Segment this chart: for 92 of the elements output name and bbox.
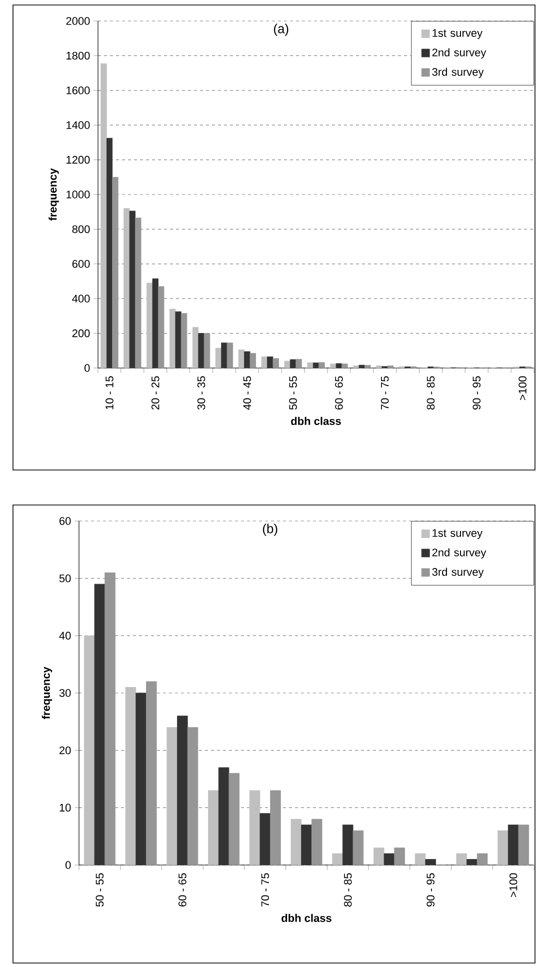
bar: [249, 790, 260, 865]
y-tick-label: 40: [59, 632, 71, 640]
bar: [498, 830, 508, 865]
bar: [106, 138, 113, 368]
bar: [332, 853, 343, 865]
y-tick-label: 20: [60, 746, 71, 754]
bar: [330, 364, 336, 368]
x-tick-label: 10 - 15: [106, 376, 114, 410]
y-tick-label: 1400: [66, 121, 90, 129]
bar: [290, 359, 296, 368]
legend-label: 1st survey: [432, 29, 482, 40]
legend-label: 2nd survey: [432, 548, 486, 559]
bar: [250, 353, 256, 368]
bar: [192, 327, 199, 368]
bar: [261, 356, 268, 368]
bar: [296, 358, 302, 368]
x-tick-label: 70 - 75: [380, 376, 389, 410]
bar: [267, 356, 274, 368]
x-tick-label: 30 - 35: [197, 376, 206, 410]
y-tick-label: 60: [60, 517, 71, 525]
bar: [342, 364, 348, 368]
bar: [146, 282, 153, 368]
bar: [125, 687, 136, 865]
chart-title: (a): [274, 24, 288, 36]
bar: [244, 351, 250, 368]
y-tick-label: 400: [72, 294, 90, 302]
bar: [364, 365, 371, 368]
bar: [180, 313, 188, 368]
x-tick-label: >100: [509, 873, 518, 898]
bar: [336, 363, 342, 368]
x-tick-label: 60 - 65: [335, 376, 343, 410]
y-tick-label: 1800: [66, 52, 90, 60]
y-tick-label: 600: [72, 260, 90, 268]
legend-label: 2nd survey: [432, 48, 486, 59]
bar: [166, 727, 178, 865]
y-axis-title: frequency: [42, 666, 52, 720]
bar: [358, 364, 365, 368]
y-tick-label: 2000: [66, 17, 90, 25]
bar: [290, 818, 302, 865]
bar: [175, 311, 182, 368]
bar: [170, 308, 176, 368]
bar: [158, 286, 164, 368]
x-axis-title: dbh class: [291, 416, 341, 425]
x-tick-label: 60 - 65: [178, 873, 186, 906]
bar: [238, 350, 244, 368]
bar: [284, 360, 290, 368]
bar: [312, 362, 320, 368]
y-tick-label: 1000: [66, 190, 90, 198]
x-tick-label: 50 - 55: [289, 376, 297, 410]
bar: [152, 278, 158, 368]
y-tick-label: 800: [72, 225, 90, 234]
x-tick-label: 70 - 75: [261, 873, 270, 906]
y-tick-label: 0: [84, 364, 90, 372]
x-tick-label: 80 - 85: [426, 376, 435, 410]
bar: [135, 218, 142, 368]
y-tick-label: 1600: [66, 86, 90, 94]
bar: [208, 790, 219, 865]
y-tick-label: 0: [66, 861, 71, 869]
x-axis-title: dbh class: [282, 914, 332, 922]
bar: [129, 210, 136, 368]
legend-label: 1st survey: [432, 529, 482, 540]
bar: [100, 63, 107, 368]
bar: [112, 176, 118, 368]
legend-label: 3rd survey: [432, 568, 484, 578]
legend-label: 3rd survey: [432, 68, 484, 78]
chart-title: (b): [262, 524, 278, 536]
x-tick-label: 80 - 85: [344, 873, 352, 907]
bar: [414, 853, 426, 865]
bar: [374, 848, 384, 865]
x-tick-label: 20 - 25: [151, 376, 160, 410]
bar: [456, 853, 467, 865]
bar: [84, 635, 95, 865]
bar: [204, 333, 210, 368]
y-tick-label: 1200: [66, 156, 90, 164]
bar: [307, 362, 314, 368]
x-tick-label: 50 - 55: [96, 873, 104, 907]
bar: [318, 362, 325, 368]
bar: [215, 348, 222, 368]
x-tick-label: 90 - 95: [426, 873, 434, 907]
bar: [272, 358, 279, 368]
y-tick-label: 200: [72, 329, 90, 338]
bar: [221, 342, 228, 368]
x-tick-label: 40 - 45: [243, 376, 252, 410]
y-axis-title: frequency: [48, 168, 59, 221]
x-tick-label: 90 - 95: [472, 376, 481, 410]
y-tick-label: 50: [59, 574, 71, 582]
x-tick-label: >100: [518, 376, 526, 400]
y-tick-label: 30: [59, 689, 71, 697]
bar: [124, 208, 130, 368]
bar: [198, 333, 204, 368]
y-tick-label: 10: [60, 804, 71, 812]
bar: [226, 342, 234, 368]
